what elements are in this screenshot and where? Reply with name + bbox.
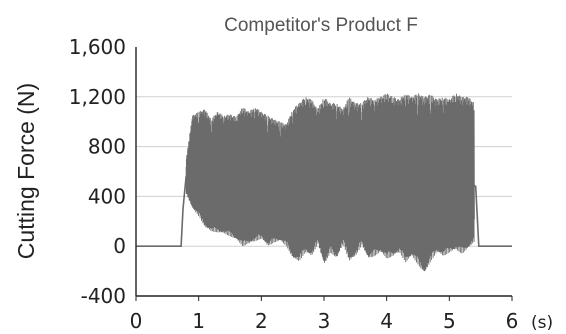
axes xyxy=(135,47,513,301)
y-tick-label: 800 xyxy=(88,135,126,159)
y-tick-label: 400 xyxy=(88,184,126,208)
x-tick-label: 3 xyxy=(318,309,331,333)
y-tick-label: -400 xyxy=(81,284,126,308)
x-tick-label: 5 xyxy=(443,309,456,333)
x-tick-label: 1 xyxy=(192,309,205,333)
y-tick-label: 0 xyxy=(113,234,126,258)
x-tick-label: 6 xyxy=(506,309,519,333)
x-axis-unit: (s) xyxy=(531,313,553,333)
x-tick-label: 4 xyxy=(380,309,393,333)
chart-title: Competitor's Product F xyxy=(224,15,418,36)
series-line xyxy=(136,164,512,247)
series-layer xyxy=(136,93,512,272)
x-tick-label: 2 xyxy=(255,309,268,333)
y-tick-label: 1,200 xyxy=(69,85,126,109)
x-tick-label: 0 xyxy=(130,309,143,333)
y-tick-label: 1,600 xyxy=(69,35,126,59)
y-axis-label: Cutting Force (N) xyxy=(13,83,39,259)
